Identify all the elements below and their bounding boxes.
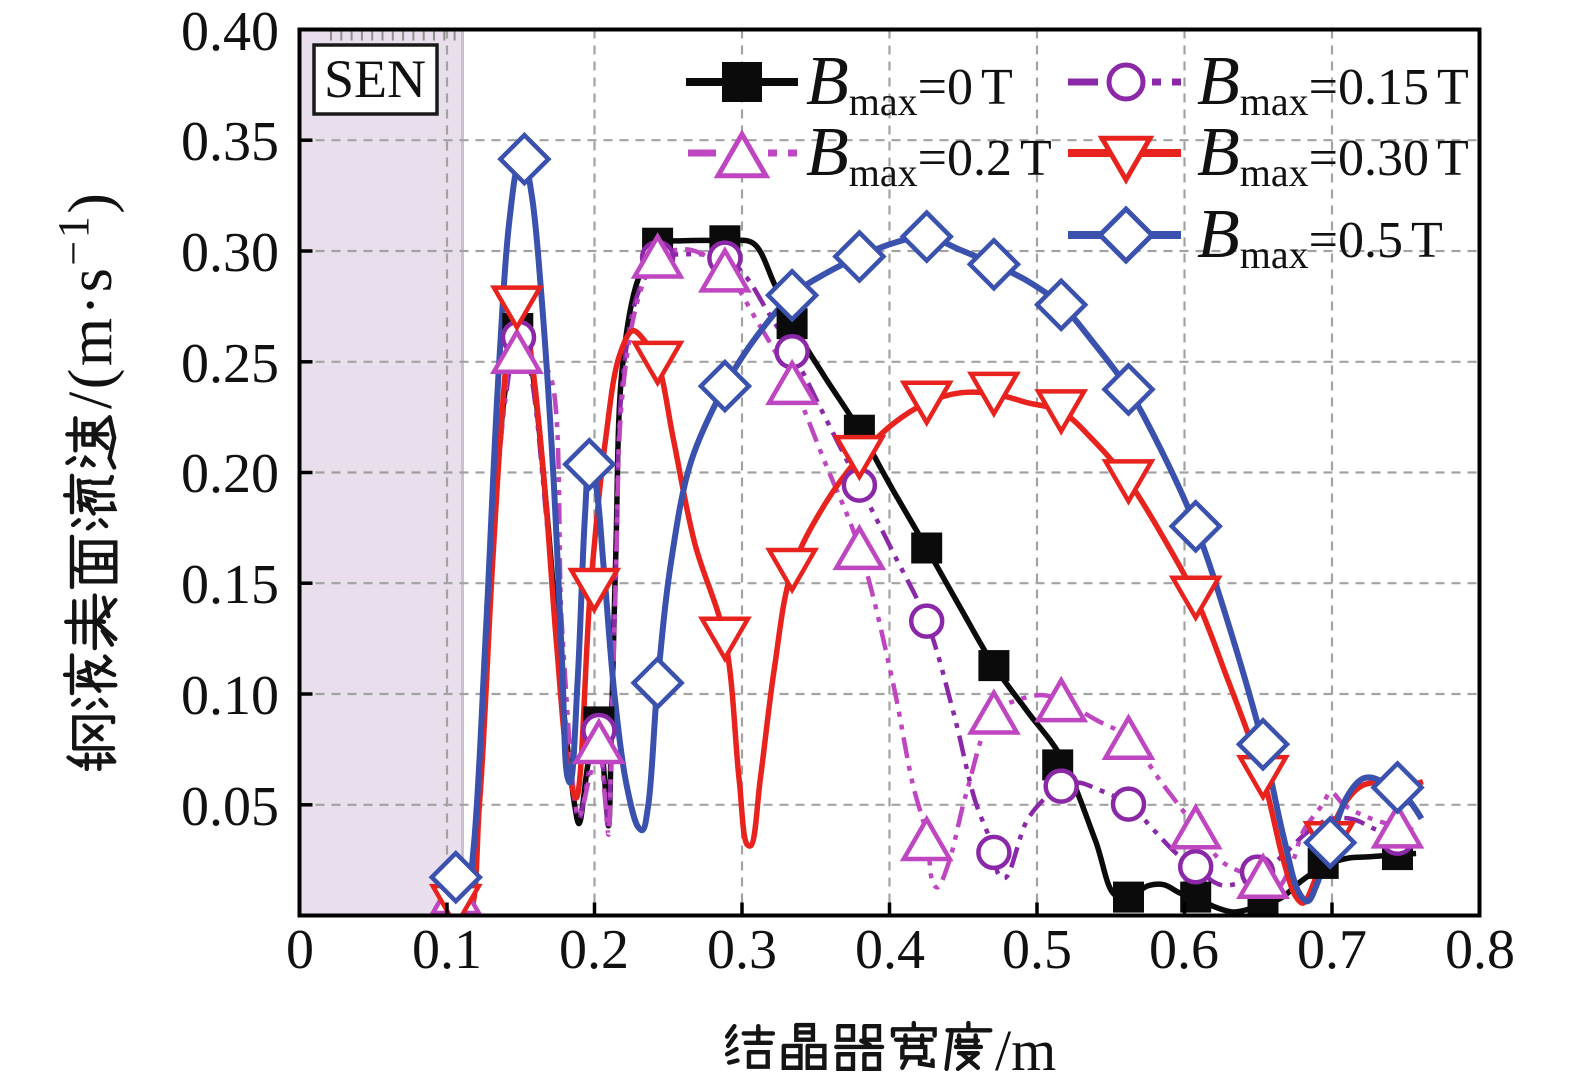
svg-text:0.1: 0.1 <box>412 919 482 981</box>
svg-text:0.6: 0.6 <box>1149 919 1219 981</box>
svg-text:SEN: SEN <box>324 49 426 109</box>
svg-text:0.40: 0.40 <box>181 1 279 63</box>
svg-text:0.8: 0.8 <box>1445 919 1515 981</box>
svg-text:0.2: 0.2 <box>559 919 629 981</box>
svg-text:/m: /m <box>995 1018 1056 1083</box>
svg-text:0.05: 0.05 <box>181 776 279 838</box>
svg-text:0.10: 0.10 <box>181 665 279 727</box>
svg-text:0.3: 0.3 <box>707 919 777 981</box>
svg-text:0.15: 0.15 <box>181 554 279 616</box>
svg-text:0.5: 0.5 <box>1002 919 1072 981</box>
svg-text:0.7: 0.7 <box>1297 919 1367 981</box>
svg-text:0.25: 0.25 <box>181 333 279 395</box>
svg-text:0.4: 0.4 <box>855 919 925 981</box>
svg-text:0.20: 0.20 <box>181 443 279 505</box>
svg-text:0.30: 0.30 <box>181 222 279 284</box>
svg-text:/(m·s−1): /(m·s−1) <box>49 191 125 409</box>
svg-text:0.35: 0.35 <box>181 111 279 173</box>
svg-text:0: 0 <box>286 919 314 981</box>
